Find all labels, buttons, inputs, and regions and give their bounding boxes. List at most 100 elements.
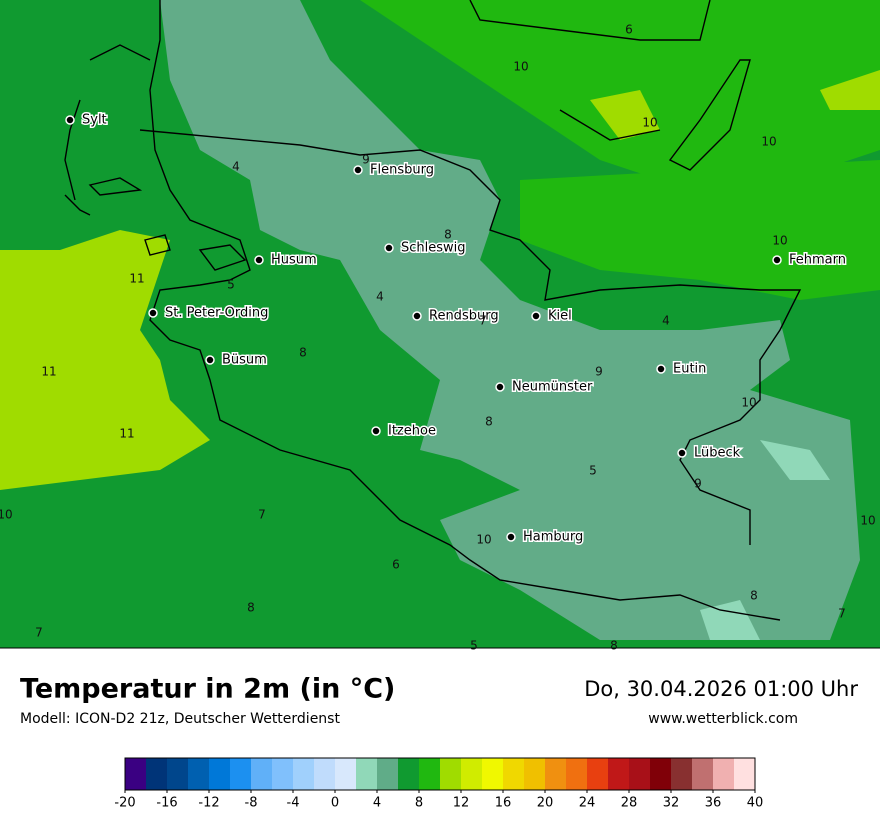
legend-swatch [629,758,650,790]
legend-swatch [398,758,419,790]
city-dot [495,382,505,392]
legend-swatch [167,758,188,790]
city-label: St. Peter-Ording [165,306,268,321]
legend-frame [124,757,756,791]
contour-label: 7 [35,626,43,640]
city-dot [506,532,516,542]
contour-label: 8 [750,589,758,603]
city-dot [65,115,75,125]
coast-west [149,0,781,621]
contour-label: 4 [376,290,384,304]
city-dot [656,364,666,374]
city-label: Husum [271,253,317,268]
legend-swatch [125,758,146,790]
legend-tick-label: 12 [453,796,470,811]
legend-swatch [734,758,755,790]
warm-zone [520,160,880,300]
legend-tick-label: 32 [663,796,680,811]
coast-denmark [469,0,751,171]
city-dot [412,311,422,321]
map [0,0,880,648]
city-dot [148,308,158,318]
city-dot [772,255,782,265]
mild-zone [0,230,210,490]
legend-swatch [335,758,356,790]
city-label: Eutin [673,362,706,377]
contour-label: 9 [362,153,370,167]
city-dot [677,448,687,458]
coast-baltic [139,129,802,545]
city-label: Rendsburg [429,309,499,324]
contour-label: 8 [299,346,307,360]
legend-swatch [461,758,482,790]
legend-tick-label: -16 [156,796,177,811]
legend-swatch [251,758,272,790]
contour-label: 10 [642,116,657,130]
legend-swatch [314,758,335,790]
website: www.wetterblick.com [648,711,798,727]
city-label: Itzehoe [388,424,436,439]
contour-label: 5 [227,278,235,292]
legend-swatch [377,758,398,790]
contour-label: 10 [476,533,491,547]
legend-tick-label: 40 [747,796,764,811]
contour-label: 9 [694,477,702,491]
contour-label: 10 [761,135,776,149]
contour-label: 7 [838,607,846,621]
legend-tick-label: -20 [114,796,135,811]
legend-tick-label: 28 [621,796,638,811]
cool-zone [160,0,860,640]
legend-swatch [566,758,587,790]
city-dot [531,311,541,321]
legend-tick-label: 16 [495,796,512,811]
legend-swatch [482,758,503,790]
legend-tick-label: 0 [331,796,339,811]
contour-label: 8 [444,228,452,242]
cold-zone [760,440,830,480]
contour-label: 9 [595,365,603,379]
legend-tick-label: 8 [415,796,423,811]
city-label: Neumünster [512,380,593,395]
legend-swatch [650,758,671,790]
city-dot [353,165,363,175]
legend-swatch [419,758,440,790]
mild-zone [590,90,660,140]
contour-label: 11 [41,365,56,379]
legend-swatch [608,758,629,790]
contour-label: 10 [860,514,875,528]
legend-swatch [209,758,230,790]
city-dot [254,255,264,265]
legend-swatch [692,758,713,790]
legend-swatch [545,758,566,790]
contour-label: 7 [479,314,487,328]
contour-label: 8 [610,639,618,653]
contour-label: 11 [119,427,134,441]
cold-zone [700,600,760,640]
contour-label: 8 [485,415,493,429]
mild-zone [820,70,880,110]
city-dot [371,426,381,436]
legend-swatch [713,758,734,790]
contour-label: 10 [772,234,787,248]
contour-label: 5 [589,464,597,478]
legend-swatch [293,758,314,790]
contour-label: 10 [0,508,13,522]
contour-label: 6 [625,23,633,37]
model-info: Modell: ICON-D2 21z, Deutscher Wetterdie… [20,711,340,727]
city-label: Flensburg [370,163,434,178]
legend-tick-label: 20 [537,796,554,811]
contour-label: 10 [741,396,756,410]
legend-swatch [671,758,692,790]
legend-swatch [272,758,293,790]
legend-tick-label: -12 [198,796,219,811]
contour-label: 7 [258,508,266,522]
legend-swatch [503,758,524,790]
legend-swatch [440,758,461,790]
contour-label: 8 [247,601,255,615]
legend-swatch [188,758,209,790]
city-label: Kiel [548,309,572,324]
islands [64,177,247,271]
legend-tick-label: -4 [287,796,300,811]
legend-swatch [356,758,377,790]
